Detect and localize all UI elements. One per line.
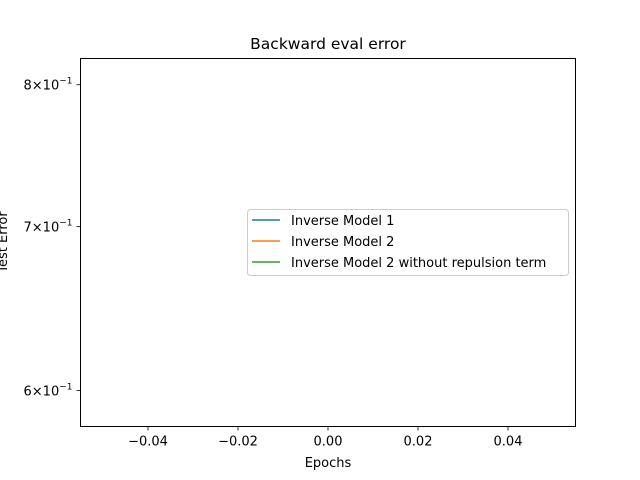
- legend-entry-1: Inverse Model 1: [291, 214, 394, 229]
- x-axis-ticks: −0.04 −0.02 0.00 0.02 0.04: [128, 426, 523, 450]
- legend-entry-3: Inverse Model 2 without repulsion term: [291, 256, 546, 271]
- x-tick-label: 0.00: [314, 435, 343, 450]
- legend-frame: [247, 209, 569, 276]
- y-tick-times: ×: [32, 221, 43, 236]
- y-tick-times: ×: [32, 79, 43, 94]
- y-tick-mantissa: 7: [23, 221, 31, 236]
- legend: Inverse Model 1 Inverse Model 2 Inverse Mo…: [247, 209, 569, 276]
- x-axis-label: Epochs: [305, 456, 352, 471]
- y-tick-mantissa: 8: [23, 79, 31, 94]
- y-tick-base: 10: [43, 221, 60, 236]
- x-tick-label: −0.02: [218, 435, 258, 450]
- y-tick-mantissa: 6: [23, 384, 31, 399]
- y-tick-times: ×: [32, 384, 43, 399]
- y-tick-label: 8×10−1: [23, 77, 72, 94]
- y-tick-label: 6×10−1: [23, 382, 72, 399]
- y-axis-ticks: 8×10−17×10−16×10−1: [23, 77, 81, 399]
- y-tick-exponent: −1: [59, 77, 72, 87]
- y-tick-base: 10: [43, 384, 60, 399]
- y-axis-label: Test Error: [0, 211, 11, 274]
- y-tick-label: 7×10−1: [23, 219, 72, 236]
- y-tick-exponent: −1: [59, 382, 72, 392]
- y-tick-exponent: −1: [59, 219, 72, 229]
- x-tick-label: −0.04: [128, 435, 168, 450]
- chart-title: Backward eval error: [250, 35, 406, 53]
- y-tick-base: 10: [43, 79, 60, 94]
- x-tick-label: 0.02: [404, 435, 433, 450]
- x-tick-label: 0.04: [494, 435, 523, 450]
- legend-entry-2: Inverse Model 2: [291, 235, 394, 250]
